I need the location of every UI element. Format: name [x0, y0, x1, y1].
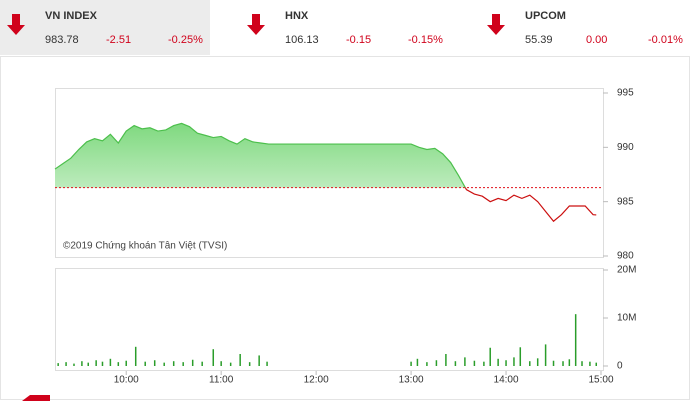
index-value: 106.13 — [285, 34, 319, 46]
y-tick-label: 20M — [617, 265, 636, 276]
volume-bar — [473, 360, 476, 366]
volume-bar — [239, 354, 241, 366]
volume-bar — [109, 358, 112, 366]
index-name: VN INDEX — [45, 10, 98, 22]
x-tick-label: 13:00 — [399, 375, 424, 386]
header: VN INDEX 983.78 -2.51 -0.25% HNX 106.13 -0.15 -… — [7, 10, 683, 46]
index-percent: -0.15% — [408, 34, 443, 46]
volume-bar — [134, 346, 137, 366]
volume-bar — [513, 357, 515, 366]
volume-bar — [581, 361, 583, 366]
volume-bar — [81, 361, 83, 366]
y-tick-label: 985 — [617, 196, 634, 207]
price-line-up — [54, 122, 467, 188]
volume-bar — [454, 361, 457, 366]
volume-bar — [595, 362, 598, 366]
volume-bar — [182, 362, 184, 366]
volume-bar — [410, 361, 412, 366]
volume-bar — [562, 361, 564, 366]
volume-bar — [212, 349, 215, 366]
volume-bar — [483, 361, 485, 366]
volume-bar — [435, 360, 438, 366]
volume-bar — [258, 355, 260, 366]
down-arrow — [7, 14, 25, 35]
volume-bar — [117, 362, 120, 366]
volume-bar — [95, 360, 97, 366]
index-name: HNX — [285, 10, 309, 22]
volume-bar — [589, 361, 591, 366]
volume-bar — [544, 344, 547, 366]
volume-bar — [125, 360, 127, 366]
y-tick-label: 0 — [617, 361, 623, 372]
volume-bar — [191, 359, 194, 366]
volume-bar — [73, 363, 75, 366]
volume-bar — [497, 358, 499, 366]
volume-bar — [153, 360, 156, 366]
volume-frame — [55, 268, 604, 371]
volume-bar — [552, 360, 555, 366]
volume-bar — [201, 361, 203, 366]
index-percent: -0.25% — [168, 34, 203, 46]
y-tick-label: 990 — [617, 142, 634, 153]
volume-bar — [568, 359, 571, 366]
volume-bar — [220, 361, 222, 366]
volume-bar — [574, 314, 577, 366]
volume-bar — [144, 361, 146, 366]
volume-bar — [229, 362, 232, 366]
copyright: ©2019 Chứng khoán Tân Việt (TVSI) — [63, 241, 227, 252]
volume-bar — [57, 363, 59, 366]
index-value: 55.39 — [525, 34, 553, 46]
index-change: 0.00 — [586, 34, 607, 46]
index-name: UPCOM — [525, 10, 566, 22]
price-area — [55, 123, 466, 188]
corner-logo — [22, 395, 50, 401]
down-arrow — [487, 14, 505, 35]
volume-bar — [172, 361, 175, 366]
volume-bar — [101, 361, 104, 366]
index-percent: -0.01% — [648, 34, 683, 46]
x-tick-label: 14:00 — [494, 375, 519, 386]
volume-bar — [87, 362, 89, 366]
volume-bar — [489, 347, 491, 366]
volume-bar — [519, 347, 522, 366]
volume-bar — [163, 362, 165, 366]
volume-bar — [536, 358, 539, 366]
index-change: -0.15 — [346, 34, 371, 46]
price-line-down — [464, 187, 597, 223]
index-value: 983.78 — [45, 34, 79, 46]
y-tick-label: 980 — [617, 251, 634, 262]
down-arrow — [247, 14, 265, 35]
y-tick-label: 10M — [617, 313, 636, 324]
volume-bar — [65, 362, 67, 366]
volume-bar — [464, 357, 466, 366]
index-change: -2.51 — [106, 34, 131, 46]
y-tick-label: 995 — [617, 88, 634, 99]
volume-bar — [426, 362, 428, 366]
volume-bar — [248, 362, 251, 366]
volume-bar — [266, 361, 268, 366]
x-tick-label: 12:00 — [304, 375, 329, 386]
active-tab[interactable] — [0, 0, 210, 55]
volume-bar — [529, 361, 531, 366]
volume-bar — [505, 360, 507, 366]
volume-bar — [445, 354, 447, 366]
x-tick-label: 11:00 — [209, 375, 234, 386]
volume-bar — [416, 358, 419, 366]
panel-border — [0, 56, 690, 400]
x-tick-label: 10:00 — [114, 375, 139, 386]
x-tick-label: 15:00 — [588, 375, 613, 386]
